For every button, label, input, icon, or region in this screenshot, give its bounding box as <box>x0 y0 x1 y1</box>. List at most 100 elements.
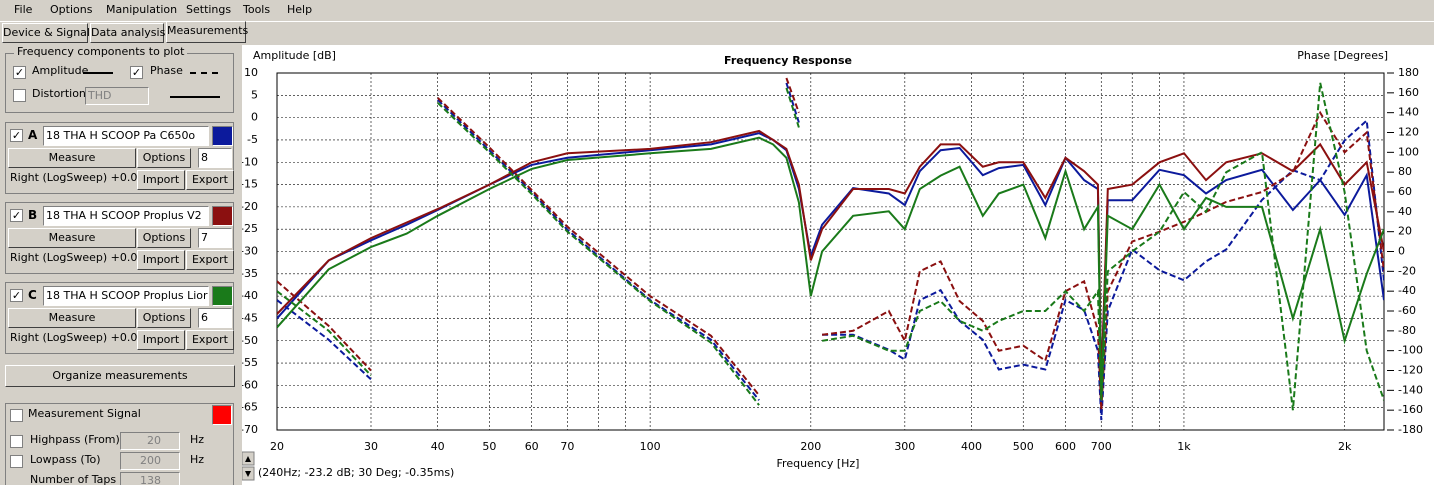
menu-item[interactable]: Help <box>287 3 313 16</box>
color-swatch[interactable] <box>212 286 233 306</box>
color-swatch[interactable] <box>212 126 233 146</box>
button[interactable]: Export <box>186 330 234 350</box>
label: Right (LogSweep) +0.0dB <box>10 171 152 184</box>
y-tick-label: -65 <box>242 401 258 414</box>
scroll-arrow <box>245 456 251 477</box>
y2-tick-label: 100 <box>1398 145 1419 158</box>
x-tick-label: 600 <box>1055 440 1076 453</box>
group-title: Frequency components to plot <box>14 44 188 62</box>
spin-field[interactable]: 8 <box>198 148 232 168</box>
color-swatch[interactable] <box>212 405 232 425</box>
y-tick-label: -30 <box>242 245 258 258</box>
checkbox[interactable] <box>10 409 23 422</box>
button[interactable]: Measure <box>8 148 136 168</box>
x-tick-label: 500 <box>1013 440 1034 453</box>
y-tick-label: 5 <box>251 88 258 101</box>
checkbox[interactable] <box>13 89 26 102</box>
menu-item[interactable]: Settings <box>186 3 232 16</box>
button[interactable]: Import <box>137 250 185 270</box>
y2-tick-label: -140 <box>1398 383 1423 396</box>
tab[interactable]: Device & Signal <box>2 23 90 43</box>
button[interactable]: Measure <box>8 228 136 248</box>
menu-item[interactable]: Tools <box>243 3 271 16</box>
y-tick-label: -70 <box>242 423 258 436</box>
menu-item[interactable]: File <box>14 3 33 16</box>
group-box <box>5 282 234 354</box>
button[interactable]: Export <box>186 170 234 190</box>
checkbox[interactable] <box>10 455 23 468</box>
y2-tick-label: -100 <box>1398 344 1423 357</box>
x-tick-label: 70 <box>560 440 574 453</box>
x-tick-label: 700 <box>1091 440 1112 453</box>
y2-axis-title: Phase [Degrees] <box>1297 49 1388 62</box>
checkbox[interactable]: ✓ <box>10 129 23 142</box>
button[interactable]: Measure <box>8 308 136 328</box>
y2-tick-label: 0 <box>1398 245 1405 258</box>
y-tick-label: -15 <box>242 178 258 191</box>
tab[interactable]: Measurements <box>166 21 248 43</box>
y2-tick-label: 60 <box>1398 185 1412 198</box>
y-axis-title: Amplitude [dB] <box>253 49 336 62</box>
x-tick-label: 1k <box>1177 440 1191 453</box>
y2-tick-label: -60 <box>1398 304 1416 317</box>
x-tick-label: 400 <box>961 440 982 453</box>
spin-field[interactable]: 6 <box>198 308 232 328</box>
y-tick-label: -20 <box>242 200 258 213</box>
y2-tick-label: -180 <box>1398 423 1423 436</box>
dropdown[interactable]: THD <box>85 87 149 105</box>
label: Amplitude <box>32 64 89 77</box>
button[interactable]: Export <box>186 250 234 270</box>
y-tick-label: -40 <box>242 289 258 302</box>
y2-tick-label: -160 <box>1398 403 1423 416</box>
x-tick-label: 40 <box>431 440 445 453</box>
color-swatch[interactable] <box>212 206 233 226</box>
checkbox[interactable]: ✓ <box>10 209 23 222</box>
checkbox[interactable]: ✓ <box>130 66 143 79</box>
group-box <box>5 122 234 194</box>
label: C <box>28 288 37 302</box>
dropdown[interactable]: 18 THA H SCOOP Proplus Lior <box>43 286 209 306</box>
x-axis-title: Frequency [Hz] <box>777 457 860 470</box>
y2-tick-label: -80 <box>1398 324 1416 337</box>
y-tick-label: -25 <box>242 222 258 235</box>
button[interactable]: Options <box>137 148 191 168</box>
dropdown[interactable]: 18 THA H SCOOP Proplus V2 <box>43 206 209 226</box>
y2-tick-label: -120 <box>1398 364 1423 377</box>
label: Highpass (From) <box>30 433 120 446</box>
y2-tick-label: 140 <box>1398 106 1419 119</box>
tab[interactable]: Data analysis <box>90 23 165 43</box>
label: Measurement Signal <box>28 407 141 420</box>
label: Right (LogSweep) +0.0dB <box>10 251 152 264</box>
line-sample <box>83 72 113 74</box>
y2-tick-label: 120 <box>1398 126 1419 139</box>
group-box <box>5 202 234 274</box>
button[interactable]: Options <box>137 308 191 328</box>
label: Right (LogSweep) +0.0dB <box>10 331 152 344</box>
menu-item[interactable]: Options <box>50 3 93 16</box>
y-tick-label: 10 <box>244 66 258 79</box>
y-tick-label: -60 <box>242 378 258 391</box>
button[interactable]: Organize measurements <box>5 365 235 387</box>
checkbox[interactable]: ✓ <box>10 289 23 302</box>
menu-item[interactable]: Manipulation <box>106 3 178 16</box>
x-tick-label: 60 <box>525 440 539 453</box>
y2-tick-label: -20 <box>1398 264 1416 277</box>
y2-tick-label: 40 <box>1398 205 1412 218</box>
y-tick-label: -10 <box>242 155 258 168</box>
y-tick-label: 0 <box>251 111 258 124</box>
dropdown[interactable]: 18 THA H SCOOP Pa C650o <box>43 126 209 146</box>
checkbox[interactable] <box>10 435 23 448</box>
y-tick-label: -5 <box>247 133 258 146</box>
button[interactable]: Import <box>137 170 185 190</box>
button[interactable]: Options <box>137 228 191 248</box>
spin-field: 20 <box>120 432 180 450</box>
y-tick-label: -55 <box>242 356 258 369</box>
button[interactable]: Import <box>137 330 185 350</box>
checkbox[interactable]: ✓ <box>13 66 26 79</box>
amplitude-line <box>277 136 1384 399</box>
x-tick-label: 300 <box>894 440 915 453</box>
y2-tick-label: -40 <box>1398 284 1416 297</box>
line-sample <box>170 96 220 98</box>
spin-field[interactable]: 7 <box>198 228 232 248</box>
y-tick-label: -35 <box>242 267 258 280</box>
